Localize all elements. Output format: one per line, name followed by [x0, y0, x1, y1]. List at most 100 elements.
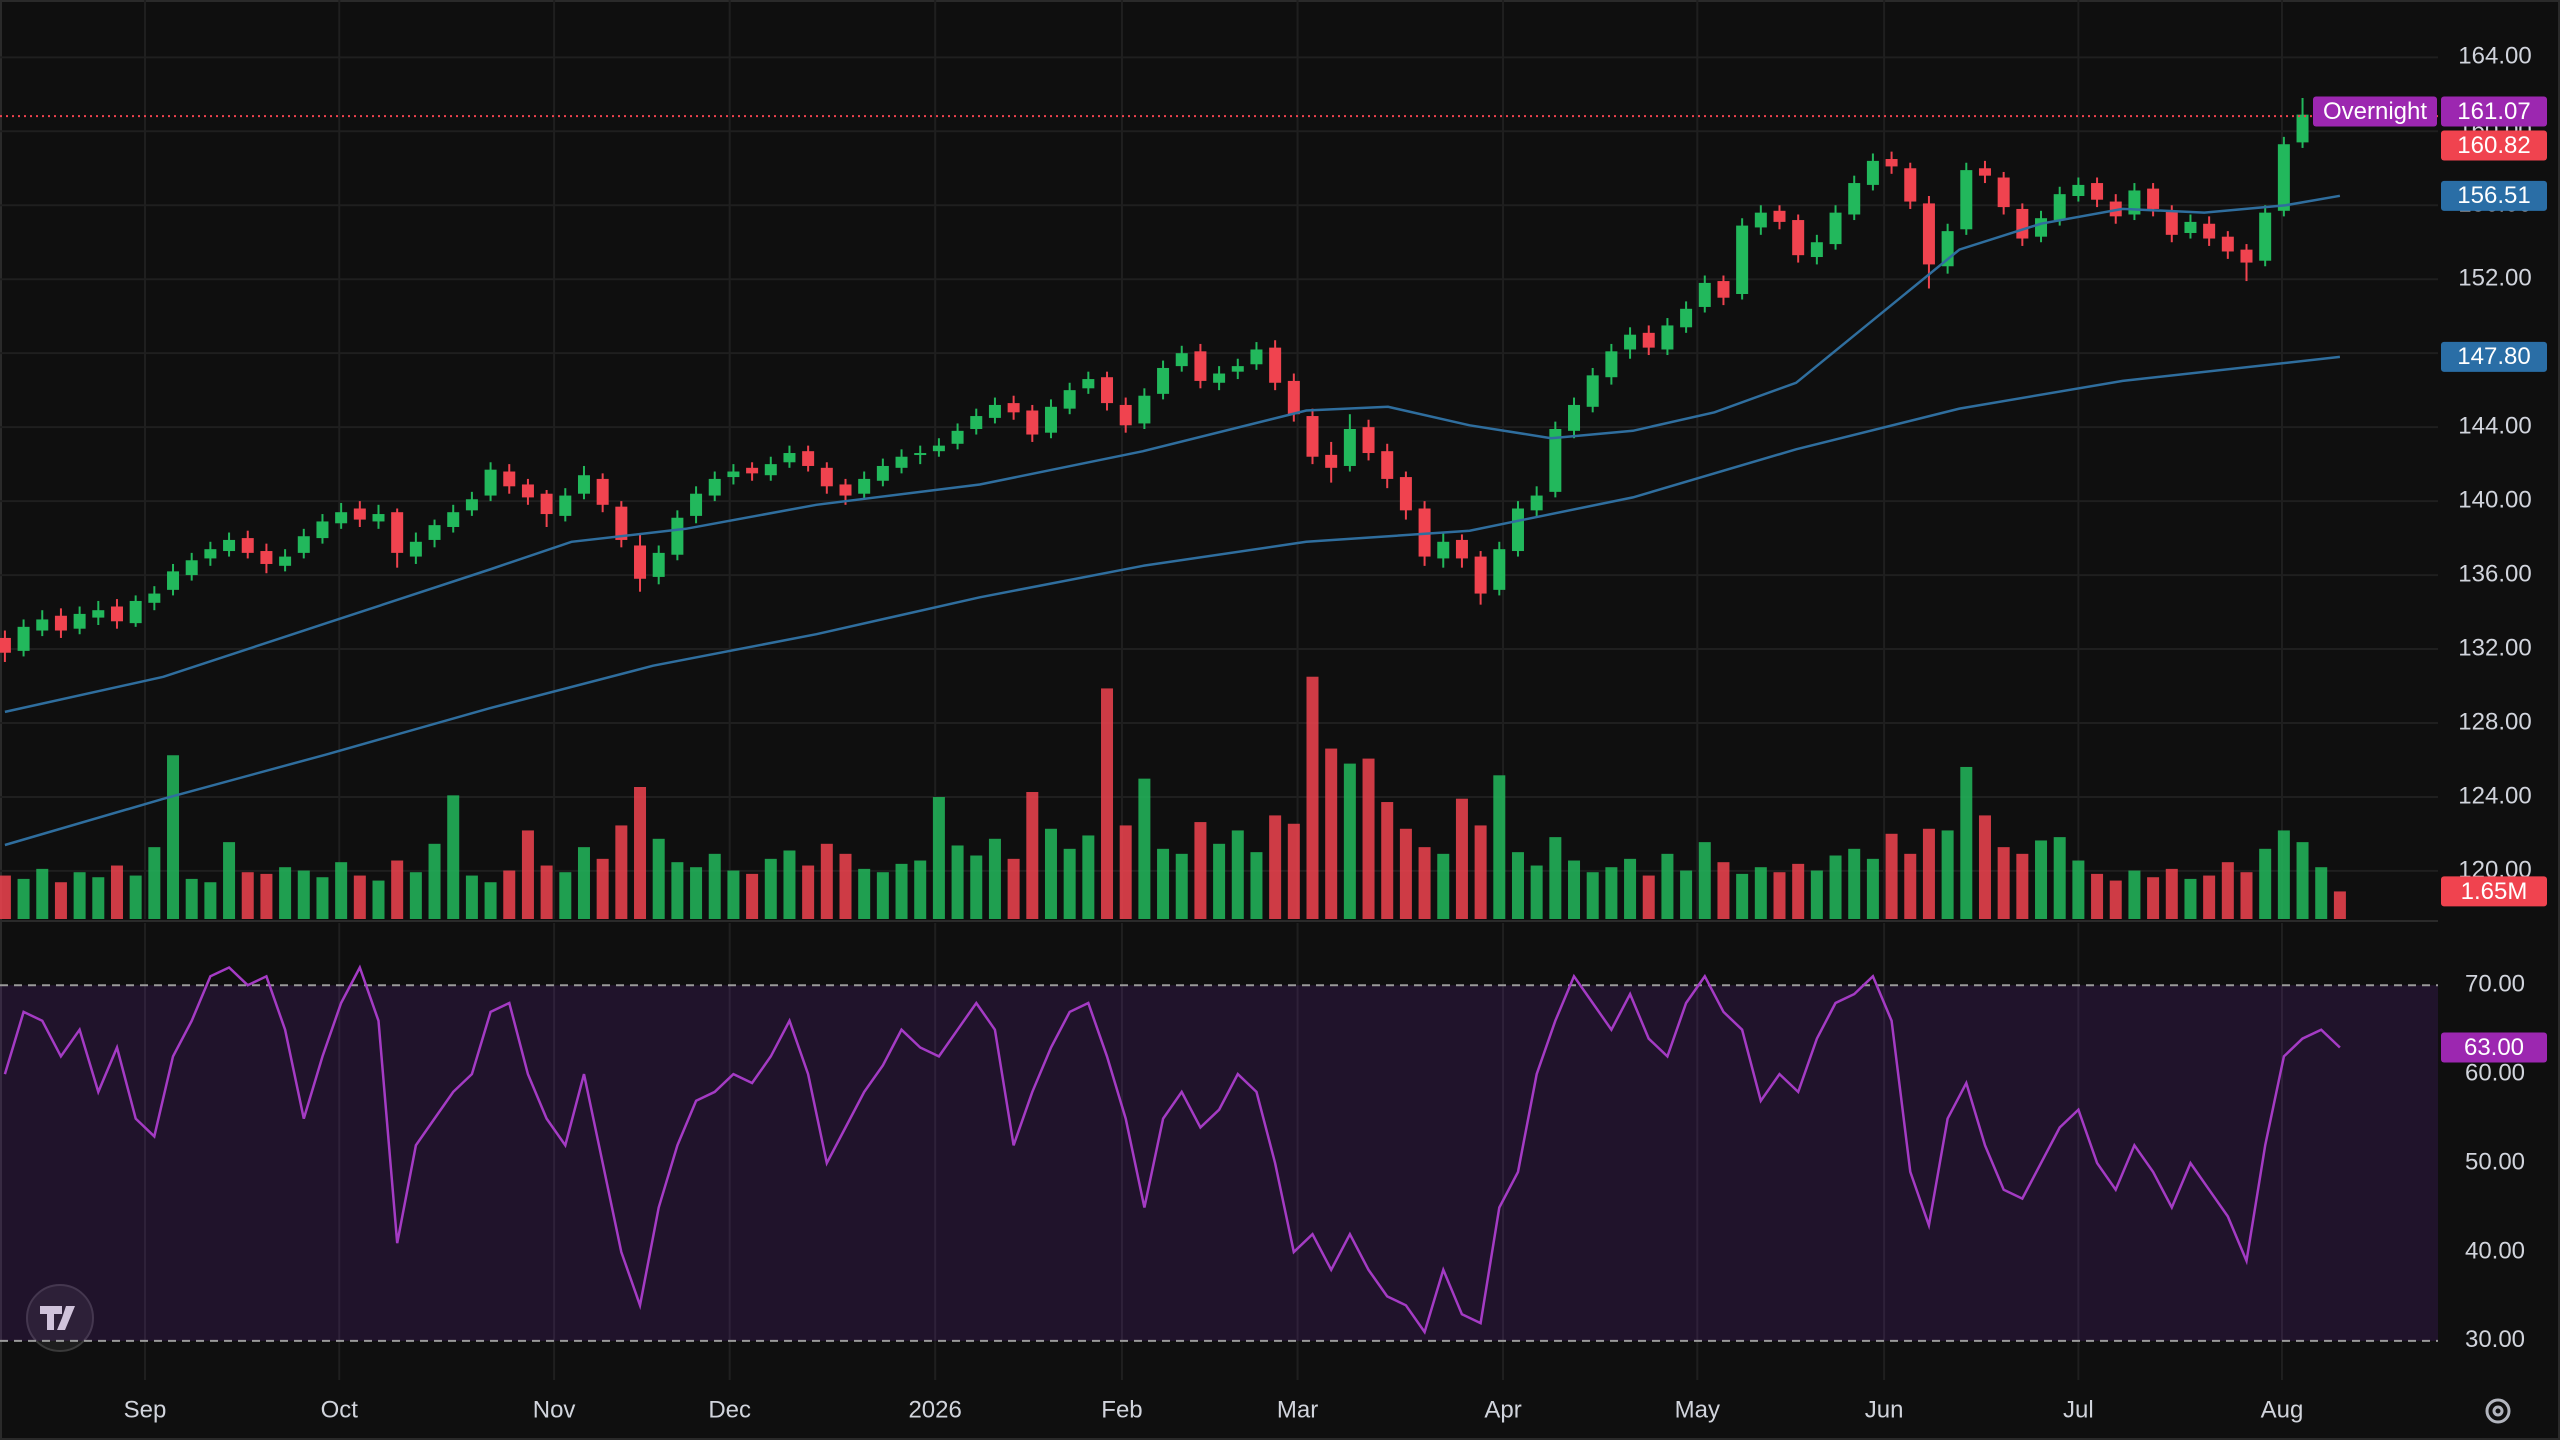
overnight-price: 161.07 — [2441, 96, 2547, 127]
candle-body — [746, 467, 759, 474]
candle-body — [1082, 379, 1095, 389]
candle-body — [1997, 177, 2010, 208]
volume-bar — [596, 858, 609, 919]
logo-circle — [26, 1284, 94, 1352]
last-price: 160.82 — [2441, 130, 2547, 161]
volume-bar — [708, 853, 721, 919]
volume-bar — [932, 797, 945, 919]
candle-body — [1493, 549, 1506, 590]
volume-bar — [1661, 853, 1674, 919]
volume-bar — [1717, 862, 1730, 919]
candle-body — [204, 549, 217, 559]
candle-body — [988, 404, 1001, 418]
ma-price-bg — [2441, 341, 2547, 372]
candle-body — [615, 506, 628, 540]
y-tick-label: 136.00 — [2458, 560, 2531, 587]
volume-bar — [1997, 847, 2010, 919]
candle-body — [521, 484, 534, 498]
y-tick-label: 128.00 — [2458, 708, 2531, 735]
volume-bar — [1325, 748, 1338, 919]
last-price-text: 160.82 — [2457, 132, 2530, 159]
candle-body — [1754, 212, 1767, 228]
volume-bar — [1773, 872, 1786, 919]
volume-bar — [73, 872, 86, 919]
volume-bar — [1810, 870, 1823, 919]
candle-body — [876, 465, 889, 481]
ma-price-text: 147.80 — [2457, 343, 2530, 370]
candle-body — [447, 512, 460, 527]
candle-body — [914, 453, 927, 456]
candle-body — [223, 539, 236, 552]
volume-bar — [783, 850, 796, 919]
volume-bar — [1792, 863, 1805, 919]
candle-body — [1829, 212, 1842, 245]
settings-icon[interactable] — [2485, 1398, 2511, 1424]
logo[interactable] — [26, 1284, 94, 1352]
volume-bar — [2315, 867, 2328, 919]
candle-body — [1213, 373, 1226, 383]
candle-body — [1063, 390, 1076, 409]
volume-bar — [0, 875, 11, 919]
candle-body — [1922, 203, 1935, 265]
volume-bar — [1978, 815, 1991, 919]
candle-body — [1306, 416, 1319, 457]
candle-body — [1904, 168, 1917, 202]
candle-body — [727, 471, 740, 478]
ma-price: 147.80 — [2441, 341, 2547, 372]
volume-bar — [2203, 875, 2216, 919]
volume-bar — [223, 842, 236, 919]
volume-bar — [1904, 853, 1917, 919]
candle-body — [559, 495, 572, 516]
volume-bar — [858, 868, 871, 919]
candle-body — [596, 478, 609, 505]
candle-body — [2296, 114, 2309, 143]
candle-body — [540, 493, 553, 515]
candle-body — [1978, 168, 1991, 176]
candle-body — [185, 560, 198, 576]
volume-bar — [17, 878, 30, 919]
candle-body — [577, 475, 590, 494]
candle-body — [1250, 349, 1263, 365]
candle-body — [1325, 454, 1338, 468]
x-tick-label: Mar — [1277, 1396, 1318, 1423]
y-tick-label: 152.00 — [2458, 265, 2531, 292]
volume-bar — [484, 882, 497, 919]
candle-body — [1773, 210, 1786, 222]
rsi-line — [3, 964, 2341, 1335]
candle-body — [1119, 404, 1132, 426]
candle-body — [1007, 403, 1020, 413]
candle-body — [335, 512, 348, 524]
volume-bar — [1680, 870, 1693, 919]
candle-body — [1231, 366, 1244, 372]
ma-price-text: 156.51 — [2457, 182, 2530, 209]
volume-bar — [540, 865, 553, 919]
volume-bar — [129, 875, 142, 919]
volume-bar — [2165, 868, 2178, 919]
volume-bar — [895, 863, 908, 919]
y-tick-label: 144.00 — [2458, 412, 2531, 439]
candle-body — [409, 541, 422, 557]
x-tick-label: Jun — [1865, 1396, 1904, 1423]
volume-bar — [1138, 778, 1151, 919]
x-tick-label: Nov — [533, 1396, 576, 1423]
overnight-price-bg — [2441, 96, 2547, 127]
candle-body — [36, 619, 49, 631]
overnight-tag: Overnight — [2313, 96, 2437, 127]
volume-bar — [1269, 815, 1282, 919]
candle-body — [802, 451, 815, 466]
rsi-tick-label: 60.00 — [2465, 1059, 2525, 1086]
candle-body — [2091, 183, 2104, 200]
candle-body — [1848, 183, 1861, 215]
last-price-bg — [2441, 130, 2547, 161]
volume-bar — [2147, 877, 2160, 919]
candle-body — [17, 626, 30, 651]
candle-body — [2165, 210, 2178, 235]
volume-bar — [204, 882, 217, 919]
candle-body — [634, 545, 647, 579]
candle-body — [503, 471, 516, 487]
x-tick-label: Dec — [708, 1396, 751, 1423]
candle-body — [1960, 170, 1973, 230]
candle-body — [2053, 194, 2066, 221]
